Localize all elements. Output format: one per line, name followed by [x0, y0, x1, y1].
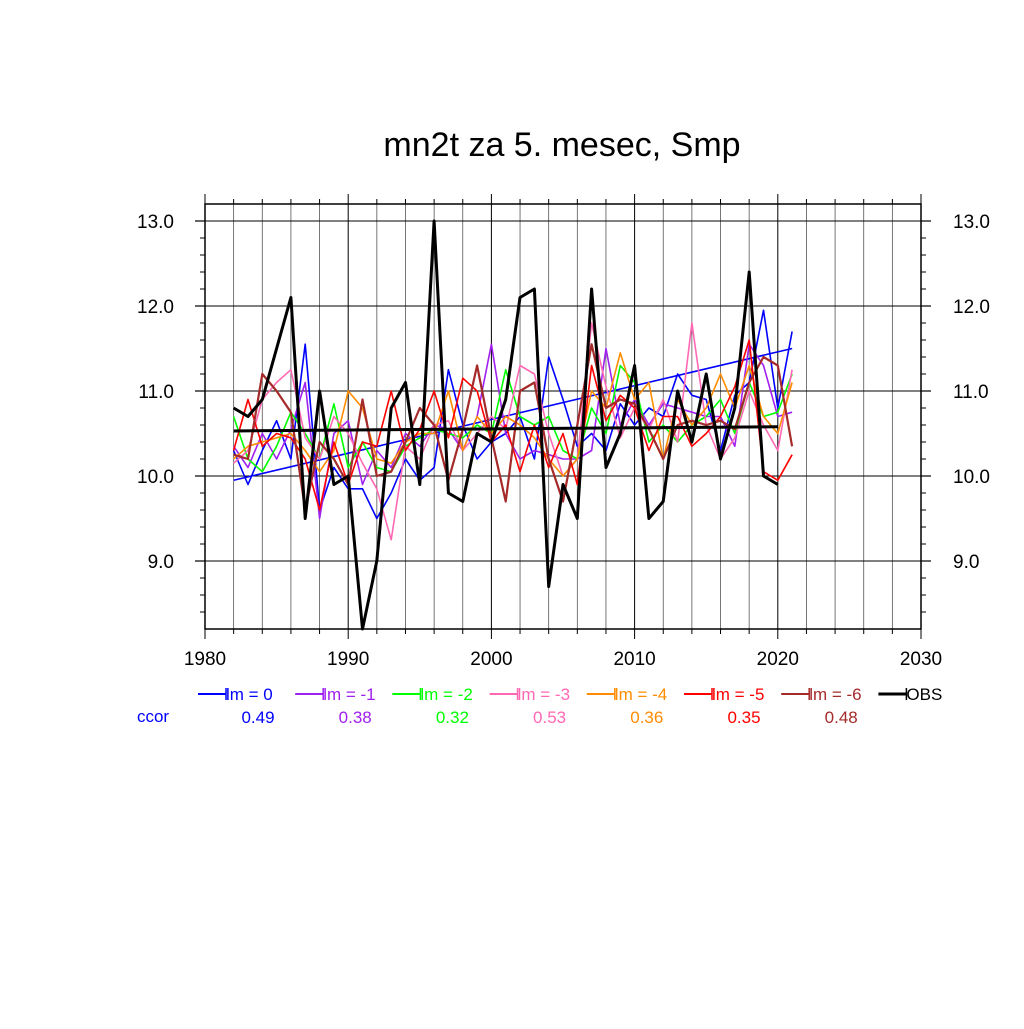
x-tick-label: 2000 [470, 649, 512, 670]
y-tick-label-right: 9.0 [953, 552, 979, 573]
legend-label: lm = -6 [809, 685, 861, 704]
y-tick-label-right: 12.0 [953, 297, 990, 318]
legend-label: lm = -1 [323, 685, 375, 704]
axes: 9.0 9.0 10.0 10.0 11.0 11.0 12.0 12.0 13.0 13.0 19… [137, 194, 990, 670]
x-tick-label: 2010 [613, 649, 655, 670]
y-tick-label-left: 9.0 [148, 552, 174, 573]
y-tick-label-left: 12.0 [137, 297, 174, 318]
legend-label: lm = -2 [420, 685, 472, 704]
plot-frame [204, 203, 922, 630]
ccor-value: 0.53 [533, 708, 566, 727]
y-tick-label-left: 13.0 [137, 212, 174, 233]
ccor-label: ccor [137, 707, 169, 726]
legend-label: lm = -5 [712, 685, 764, 704]
x-tick-label: 2020 [757, 649, 799, 670]
legend-label: lm = 0 [226, 685, 273, 704]
ccor-value: 0.32 [436, 708, 469, 727]
series-line-lm-6 [233, 343, 794, 512]
y-tick-label-left: 10.0 [137, 467, 174, 488]
chart-title: mn2t za 5. mesec, Smp [383, 126, 740, 164]
x-tick-label: 1980 [184, 649, 226, 670]
legend-label: lm = -4 [615, 685, 667, 704]
y-tick-label-left: 11.0 [138, 382, 174, 403]
ccor-value: 0.38 [339, 708, 372, 727]
x-tick-label: 1990 [327, 649, 369, 670]
series-layer [232, 219, 794, 631]
y-tick-label-right: 13.0 [953, 212, 990, 233]
legend-label: OBS [906, 685, 942, 704]
y-tick-label-right: 10.0 [953, 467, 990, 488]
series-line-lm-4 [233, 351, 793, 477]
ccor-value: 0.36 [630, 708, 663, 727]
series-line-OBS [232, 219, 779, 631]
series-line-lm-0 [232, 309, 793, 520]
ccor-value: 0.49 [241, 708, 274, 727]
legend-label: lm = -3 [518, 685, 570, 704]
ccor-value: 0.48 [825, 708, 858, 727]
grid [205, 204, 921, 629]
x-tick-label: 2030 [900, 649, 942, 670]
y-tick-label-right: 11.0 [953, 382, 989, 403]
ccor-value: 0.35 [727, 708, 760, 727]
legend: ccor lm = 0 0.49 lm = -1 0.38 lm = -2 0.32 lm =… [137, 685, 942, 727]
trend-line-OBS [233, 425, 778, 433]
